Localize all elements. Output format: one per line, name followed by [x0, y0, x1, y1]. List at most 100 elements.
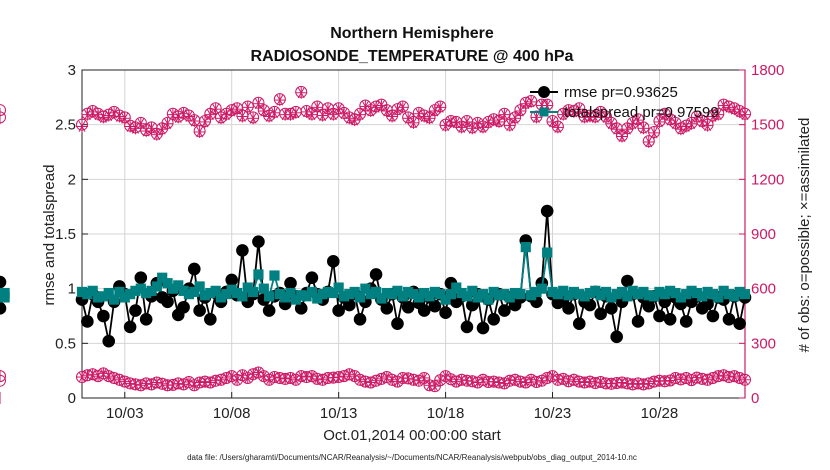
chart-title: Northern Hemisphere	[330, 25, 494, 42]
obs-assimilated-point	[455, 121, 468, 134]
totalspread-point	[370, 286, 382, 298]
obs-assimilated-point	[354, 108, 367, 121]
obs-assimilated-point	[653, 115, 666, 128]
obs-assimilated-point	[391, 104, 404, 117]
obs-possible-point	[0, 104, 6, 117]
rmse-point	[663, 312, 677, 326]
obs-assimilated-point	[102, 109, 115, 122]
obs-assimilated-point	[76, 120, 88, 133]
rmse-point	[0, 302, 7, 315]
obs-assimilated-point	[455, 373, 468, 386]
totalspread-point	[542, 247, 553, 258]
legend: rmse pr=0.93625 totalspread pr=0.97599	[530, 84, 719, 121]
obs-assimilated-point	[551, 121, 564, 134]
obs-assimilated-point	[241, 101, 254, 114]
obs-assimilated-point	[209, 103, 222, 116]
obs-assimilated-point	[626, 378, 639, 391]
obs-possible-point	[0, 374, 6, 387]
rmse-point	[610, 330, 623, 344]
totalspread-point	[108, 294, 120, 305]
totalspread-point	[451, 282, 462, 293]
rmse-point	[679, 315, 693, 328]
totalspread-point	[103, 287, 114, 299]
series-totalspread	[0, 242, 751, 305]
totalspread-point	[333, 282, 344, 293]
obs-assimilated-point	[279, 372, 292, 385]
obs-assimilated-point	[81, 369, 94, 382]
obs-assimilated-point	[530, 375, 543, 388]
obs-assimilated-point	[616, 376, 629, 389]
totalspread-point	[114, 286, 125, 298]
obs-assimilated-point	[594, 106, 607, 119]
series-rmse	[0, 204, 752, 348]
obs-assimilated-point	[129, 378, 142, 391]
totalspread-point	[440, 294, 451, 305]
rmse-point	[391, 317, 404, 330]
totalspread-point	[194, 281, 205, 292]
rmse-point	[353, 312, 367, 326]
obs-assimilated-point	[701, 119, 714, 132]
totalspread-point	[151, 281, 162, 292]
obs-assimilated-point	[525, 95, 538, 108]
obs-assimilated-point	[466, 122, 479, 135]
rmse-point	[439, 306, 452, 320]
rmse-point	[123, 320, 137, 334]
rmse-point	[187, 262, 201, 276]
obs-assimilated-point	[589, 377, 602, 390]
obs-assimilated-point	[198, 375, 211, 388]
obs-assimilated-point	[616, 130, 629, 143]
obs-assimilated-point	[124, 377, 137, 390]
obs-assimilated-point	[140, 377, 153, 390]
rmse-point	[631, 315, 645, 328]
obs-assimilated-point	[423, 379, 436, 392]
totalspread-point	[600, 286, 612, 298]
obs-assimilated-point	[573, 375, 586, 388]
legend-totalspread-marker	[539, 107, 549, 117]
obs-assimilated-point	[578, 376, 591, 389]
y-tick-label: 0	[68, 390, 76, 407]
obs-assimilated-point	[562, 105, 575, 117]
obs-assimilated-point	[332, 103, 345, 116]
obs-assimilated-point	[311, 372, 324, 385]
rmse-point	[498, 304, 511, 317]
rmse-point	[134, 271, 148, 285]
obs-assimilated-point	[503, 374, 516, 387]
rmse-point	[460, 320, 474, 334]
obs-assimilated-point	[289, 106, 302, 119]
obs-assimilated-point	[396, 101, 409, 114]
obs-assimilated-point	[493, 115, 506, 128]
obs-assimilated-point	[493, 376, 506, 389]
chart-subtitle: RADIOSONDE_TEMPERATURE @ 400 hPa	[251, 48, 574, 65]
obs-assimilated-point	[407, 373, 420, 386]
obs-assimilated-point	[690, 111, 703, 124]
obs-assimilated-point	[610, 377, 623, 390]
rmse-point	[161, 295, 174, 309]
obs-assimilated-point	[712, 370, 725, 383]
obs-assimilated-point	[551, 373, 564, 386]
y-axis-label-right: # of obs: o=possible; ×=assimilated	[796, 118, 813, 353]
obs-assimilated-point	[509, 112, 522, 125]
obs-assimilated-point	[685, 117, 698, 130]
obs-assimilated-point	[444, 373, 457, 386]
totalspread-point	[354, 292, 366, 303]
obs-assimilated-point	[444, 115, 457, 128]
obs-assimilated-point	[503, 119, 516, 132]
obs-possible-point	[0, 370, 6, 383]
rmse-point	[225, 273, 239, 287]
obs-assimilated-point	[632, 114, 645, 127]
rmse-point	[401, 300, 415, 314]
obs-assimilated-point	[648, 375, 661, 388]
obs-assimilated-point	[375, 99, 388, 112]
y-tick-label-right: 1800	[751, 62, 784, 79]
obs-assimilated-point	[145, 122, 158, 135]
y-tick-label: 1.5	[55, 226, 76, 243]
y-tick-label-right: 1500	[751, 117, 784, 134]
obs-assimilated-point	[739, 108, 751, 121]
obs-assimilated-point	[337, 107, 350, 120]
totalspread-point	[483, 294, 494, 305]
y-axis-label: rmse and totalspread	[41, 165, 58, 306]
legend-rmse-marker	[538, 86, 550, 98]
obs-assimilated-point	[204, 108, 217, 121]
y-tick-label-right: 300	[751, 335, 776, 352]
